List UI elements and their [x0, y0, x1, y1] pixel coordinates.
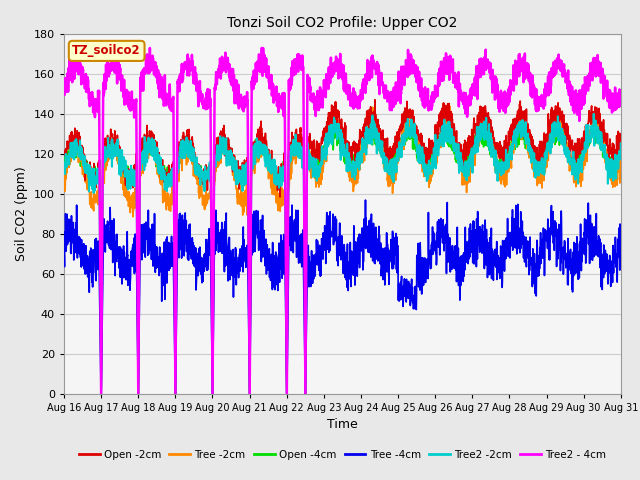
X-axis label: Time: Time	[327, 418, 358, 431]
Text: TZ_soilco2: TZ_soilco2	[72, 44, 141, 58]
Y-axis label: Soil CO2 (ppm): Soil CO2 (ppm)	[15, 166, 28, 261]
Legend: Open -2cm, Tree -2cm, Open -4cm, Tree -4cm, Tree2 -2cm, Tree2 - 4cm: Open -2cm, Tree -2cm, Open -4cm, Tree -4…	[74, 445, 611, 464]
Title: Tonzi Soil CO2 Profile: Upper CO2: Tonzi Soil CO2 Profile: Upper CO2	[227, 16, 458, 30]
